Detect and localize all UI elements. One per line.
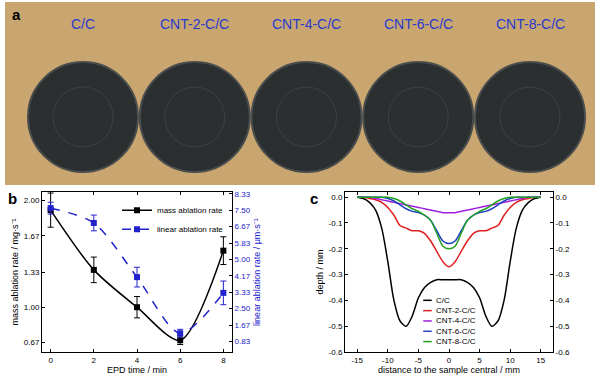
svg-text:1.67: 1.67 xyxy=(235,321,251,330)
svg-text:EPD time / min: EPD time / min xyxy=(107,365,167,375)
svg-text:-5: -5 xyxy=(415,356,423,365)
svg-text:CNT-8-C/C: CNT-8-C/C xyxy=(496,16,565,32)
svg-text:-0.4: -0.4 xyxy=(329,296,343,305)
svg-text:8.33: 8.33 xyxy=(235,190,251,199)
svg-text:C/C: C/C xyxy=(436,296,450,305)
svg-text:CNT-8-C/C: CNT-8-C/C xyxy=(436,337,476,346)
svg-text:b: b xyxy=(8,190,17,207)
svg-text:CNT-6-C/C: CNT-6-C/C xyxy=(384,16,453,32)
svg-text:15: 15 xyxy=(536,356,545,365)
svg-text:0.83: 0.83 xyxy=(235,337,251,346)
svg-text:-0.3: -0.3 xyxy=(329,270,343,279)
svg-text:-0.5: -0.5 xyxy=(329,322,343,331)
svg-text:-0.2: -0.2 xyxy=(329,245,343,254)
svg-text:0.0: 0.0 xyxy=(331,193,343,202)
svg-text:linear ablation rate: linear ablation rate xyxy=(157,225,223,234)
svg-text:-0.4: -0.4 xyxy=(556,296,570,305)
svg-text:CNT-2-C/C: CNT-2-C/C xyxy=(160,16,229,32)
svg-text:4.17: 4.17 xyxy=(235,272,251,281)
svg-text:C/C: C/C xyxy=(71,16,95,32)
svg-text:7.50: 7.50 xyxy=(235,206,251,215)
svg-text:CNT-6-C/C: CNT-6-C/C xyxy=(436,327,476,336)
svg-text:2: 2 xyxy=(92,356,97,365)
svg-text:-0.3: -0.3 xyxy=(556,270,570,279)
svg-text:0: 0 xyxy=(48,356,53,365)
svg-text:depth / mm: depth / mm xyxy=(315,249,325,294)
svg-text:mass ablation rate / mg·s⁻¹: mass ablation rate / mg·s⁻¹ xyxy=(10,218,20,325)
svg-text:2.50: 2.50 xyxy=(235,304,251,313)
svg-text:-0.6: -0.6 xyxy=(329,348,343,357)
svg-text:-0.1: -0.1 xyxy=(556,219,570,228)
svg-text:mass ablation rate: mass ablation rate xyxy=(157,206,223,215)
svg-text:6.67: 6.67 xyxy=(235,222,251,231)
svg-text:1.67: 1.67 xyxy=(24,232,40,241)
svg-text:-15: -15 xyxy=(351,356,363,365)
svg-text:-0.1: -0.1 xyxy=(329,219,343,228)
svg-text:c: c xyxy=(310,190,318,207)
svg-text:-0.2: -0.2 xyxy=(556,245,570,254)
svg-text:1.00: 1.00 xyxy=(24,303,40,312)
svg-text:5: 5 xyxy=(477,356,482,365)
svg-text:CNT-4-C/C: CNT-4-C/C xyxy=(436,316,476,325)
svg-text:2.00: 2.00 xyxy=(24,196,40,205)
svg-text:10: 10 xyxy=(506,356,515,365)
svg-text:3.33: 3.33 xyxy=(235,288,251,297)
svg-text:CNT-2-C/C: CNT-2-C/C xyxy=(436,306,476,315)
svg-text:5.00: 5.00 xyxy=(235,255,251,264)
svg-text:0.0: 0.0 xyxy=(556,193,568,202)
svg-text:-0.6: -0.6 xyxy=(556,348,570,357)
svg-text:6: 6 xyxy=(178,356,183,365)
svg-text:1.33: 1.33 xyxy=(24,268,40,277)
svg-text:8: 8 xyxy=(221,356,226,365)
svg-text:-0.5: -0.5 xyxy=(556,322,570,331)
svg-text:4: 4 xyxy=(135,356,140,365)
svg-text:linear ablation rate / μm·s⁻¹: linear ablation rate / μm·s⁻¹ xyxy=(252,218,262,326)
svg-text:0.67: 0.67 xyxy=(24,338,40,347)
svg-text:distance to the sample central: distance to the sample central / mm xyxy=(378,365,520,375)
svg-text:0: 0 xyxy=(447,356,452,365)
svg-text:CNT-4-C/C: CNT-4-C/C xyxy=(272,16,341,32)
svg-text:5.83: 5.83 xyxy=(235,239,251,248)
svg-text:a: a xyxy=(12,6,21,23)
svg-text:-10: -10 xyxy=(382,356,394,365)
